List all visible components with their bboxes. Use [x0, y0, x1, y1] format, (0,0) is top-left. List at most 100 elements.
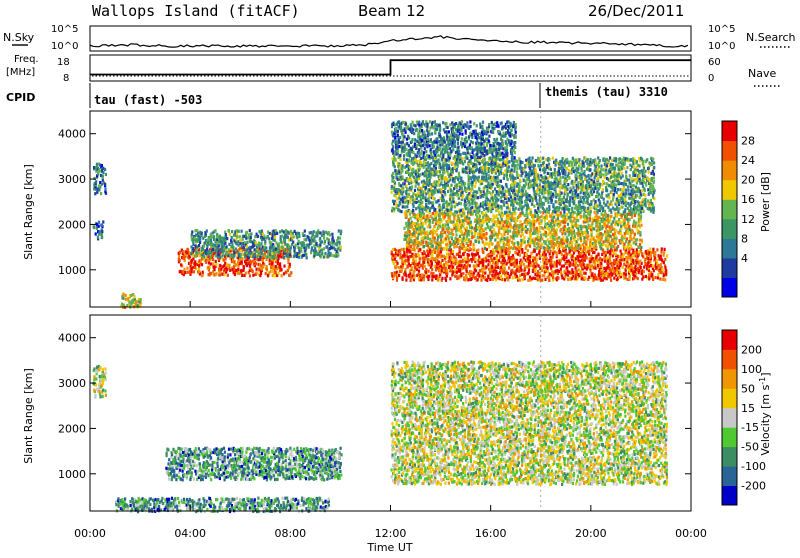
power-cell-r7: [393, 163, 395, 166]
power-cell-r7: [516, 182, 518, 185]
power-cell-r6: [422, 222, 424, 225]
power-cell-r7: [443, 199, 445, 202]
power-cell-r6: [451, 243, 453, 246]
date-title: 26/Dec/2011: [588, 2, 684, 20]
power-cell-r3: [259, 244, 261, 247]
power-cell-r5: [469, 264, 471, 267]
power-cell-r6: [429, 219, 431, 222]
power-cell-r5: [530, 264, 532, 267]
power-cell-r5: [525, 253, 527, 256]
power-cell-r6: [576, 215, 578, 218]
power-cell-r3: [305, 247, 307, 250]
power-cell-r6: [629, 244, 631, 247]
power-cell-r7: [421, 210, 423, 213]
power-cell-r7: [499, 187, 501, 190]
power-cell-r1: [101, 230, 103, 233]
power-cell-r2: [226, 268, 228, 271]
power-cell-r2: [215, 263, 217, 266]
power-cell-r5: [479, 269, 481, 272]
power-cell-r5: [446, 269, 448, 272]
power-cell-r5: [652, 278, 654, 281]
power-cell-r6: [462, 243, 464, 246]
power-cell-r5: [548, 259, 550, 262]
power-cell-r1: [99, 230, 101, 233]
power-cell-r7: [391, 191, 393, 194]
power-cell-r5: [484, 272, 486, 275]
power-cell-r5: [440, 262, 442, 265]
power-cell-r5: [664, 278, 666, 281]
power-cell-r7: [450, 188, 452, 191]
power-cell-r4: [133, 295, 135, 298]
power-cell-r0: [102, 179, 104, 182]
freq-tick-bottom: 8: [63, 73, 69, 84]
power-cell-r6: [511, 241, 513, 244]
power-cell-r6: [517, 241, 519, 244]
power-cell-r6: [494, 238, 496, 241]
power-cell-r3: [300, 247, 302, 250]
power-cell-r5: [415, 259, 417, 262]
power-cell-r6: [442, 241, 444, 244]
power-cell-r7: [474, 210, 476, 213]
power-cell-r7: [412, 209, 414, 212]
power-cell-r6: [536, 218, 538, 221]
power-cell-r7: [492, 183, 494, 186]
power-cell-r3: [258, 242, 260, 245]
power-cell-r6: [546, 217, 548, 220]
power-cell-r6: [629, 228, 631, 231]
power-cell-r5: [554, 251, 556, 254]
power-cell-r7: [476, 190, 478, 193]
power-cell-r5: [560, 271, 562, 274]
power-cell-r7: [519, 179, 521, 182]
power-cell-r5: [448, 253, 450, 256]
power-cell-r6: [624, 247, 626, 250]
power-cell-r5: [545, 268, 547, 271]
power-cell-r6: [605, 244, 607, 247]
power-cell-r5: [432, 272, 434, 275]
power-cell-r6: [549, 214, 551, 217]
power-cell-r5: [578, 268, 580, 271]
power-cell-r7: [498, 184, 500, 187]
power-cell-r7: [500, 180, 502, 183]
power-cell-r5: [561, 265, 563, 268]
power-cell-r1: [93, 225, 95, 228]
power-cell-r6: [577, 212, 579, 215]
power-cell-r7: [392, 172, 394, 175]
power-cell-r6: [607, 214, 609, 217]
power-cell-r0: [98, 188, 100, 191]
power-cell-r3: [208, 250, 210, 253]
power-cell-r5: [423, 256, 425, 259]
power-cell-r3: [305, 253, 307, 256]
power-cell-r2: [255, 262, 257, 265]
power-cell-r7: [440, 188, 442, 191]
power-cell-r3: [263, 253, 265, 256]
power-cell-r3: [270, 241, 272, 244]
power-cell-r5: [641, 252, 643, 255]
power-cell-r5: [665, 269, 667, 272]
power-cell-r5: [549, 250, 551, 253]
power-cell-r2: [260, 272, 262, 275]
power-cell-r5: [543, 274, 545, 277]
power-cell-r2: [262, 259, 264, 262]
power-cell-r7: [506, 201, 508, 204]
power-cell-r6: [543, 246, 545, 249]
power-cell-r2: [208, 266, 210, 269]
power-cell-r6: [450, 236, 452, 239]
power-cell-r3: [312, 233, 314, 236]
power-cell-r7: [393, 186, 395, 189]
power-cell-r2: [225, 257, 227, 260]
power-cell-r6: [545, 234, 547, 237]
cpid-mode-1: tau (fast) -503: [94, 93, 202, 107]
power-cell-r5: [657, 276, 659, 279]
power-cell-r6: [427, 237, 429, 240]
power-cell-r7: [407, 188, 409, 191]
power-cell-r5: [497, 272, 499, 275]
power-cell-r5: [441, 259, 443, 262]
power-cell-r7: [513, 189, 515, 192]
power-cell-r5: [654, 251, 656, 254]
power-cell-r5: [656, 259, 658, 262]
power-cell-r6: [495, 233, 497, 236]
power-cell-r6: [478, 218, 480, 221]
power-cell-r7: [516, 171, 518, 174]
power-cell-r5: [446, 256, 448, 259]
power-cell-r6: [519, 220, 521, 223]
